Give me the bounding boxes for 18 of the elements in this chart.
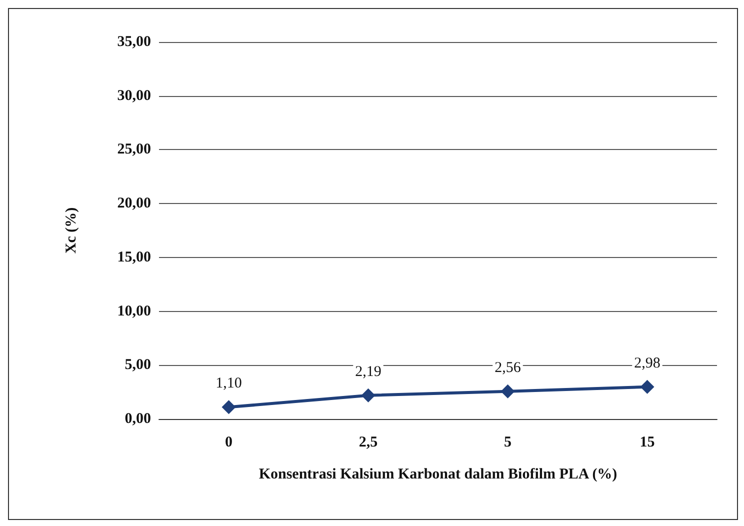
x-tick-label: 2,5: [358, 434, 378, 450]
data-label: 2,19: [355, 364, 382, 380]
y-tick-label: 10,00: [117, 303, 151, 320]
y-tick-label: 25,00: [117, 142, 151, 158]
y-tick-label: 20,00: [117, 196, 151, 212]
y-tick-label: 0,00: [124, 411, 151, 427]
y-tick-label: 5,00: [124, 357, 151, 374]
x-tick-label: 15: [640, 434, 655, 450]
x-tick-label: 0: [225, 434, 232, 450]
data-label: 2,56: [494, 360, 522, 376]
data-label: 1,10: [216, 376, 242, 392]
x-tick-label: 5: [504, 434, 512, 450]
y-axis-title: Xc (%): [64, 207, 80, 254]
y-tick-label: 30,00: [117, 88, 151, 104]
data-label: 2,98: [634, 355, 660, 372]
x-axis-title: Konsentrasi Kalsium Karbonat dalam Biofilm PLA (%): [258, 466, 618, 482]
y-tick-label: 15,00: [117, 249, 151, 266]
y-tick-label: 35,00: [117, 34, 151, 50]
